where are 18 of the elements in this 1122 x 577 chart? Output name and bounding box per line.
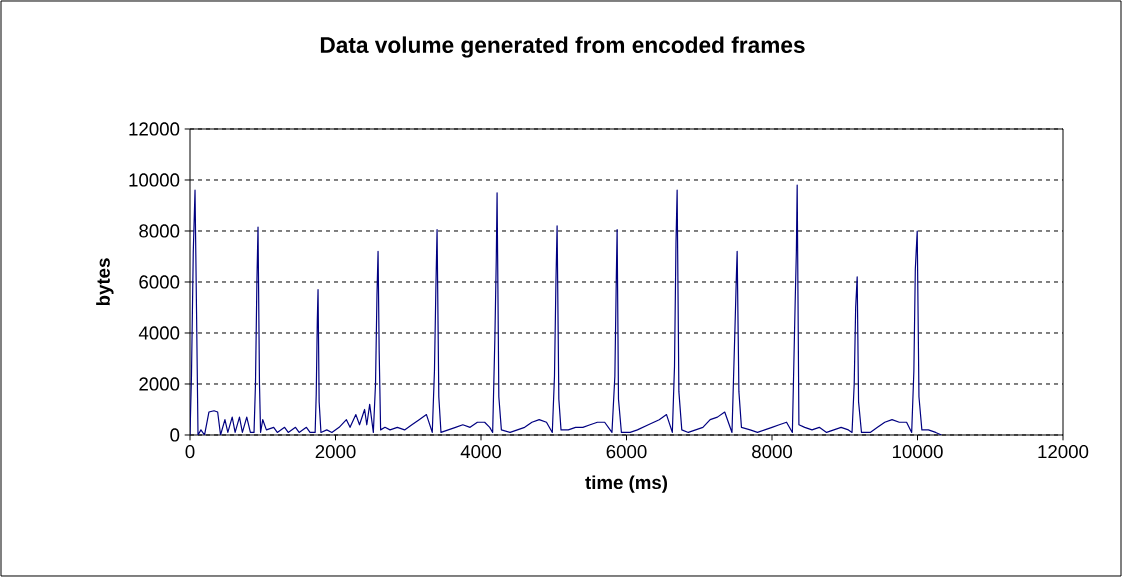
line-series: [190, 184, 943, 435]
chart-title: Data volume generated from encoded frames: [320, 36, 805, 58]
x-tick-label: 8000: [752, 445, 793, 459]
x-tick-label: 2000: [315, 445, 356, 459]
x-tick-label: 6000: [606, 445, 647, 459]
y-tick-label: 8000: [139, 224, 180, 238]
x-tick-label: 0: [185, 445, 195, 459]
y-tick-label: 12000: [129, 122, 180, 136]
x-tick-label: 12000: [1038, 445, 1089, 459]
y-tick-label: 10000: [129, 173, 180, 187]
x-axis-title: time (ms): [585, 475, 668, 493]
x-tick-label: 4000: [460, 445, 502, 459]
y-tick-label: 6000: [139, 275, 180, 289]
y-tick-label: 4000: [138, 326, 180, 340]
y-tick-label: 2000: [139, 377, 180, 391]
y-tick-label: 0: [170, 428, 180, 442]
y-axis-title: bytes: [96, 258, 114, 306]
x-tick-label: 10000: [892, 445, 943, 459]
